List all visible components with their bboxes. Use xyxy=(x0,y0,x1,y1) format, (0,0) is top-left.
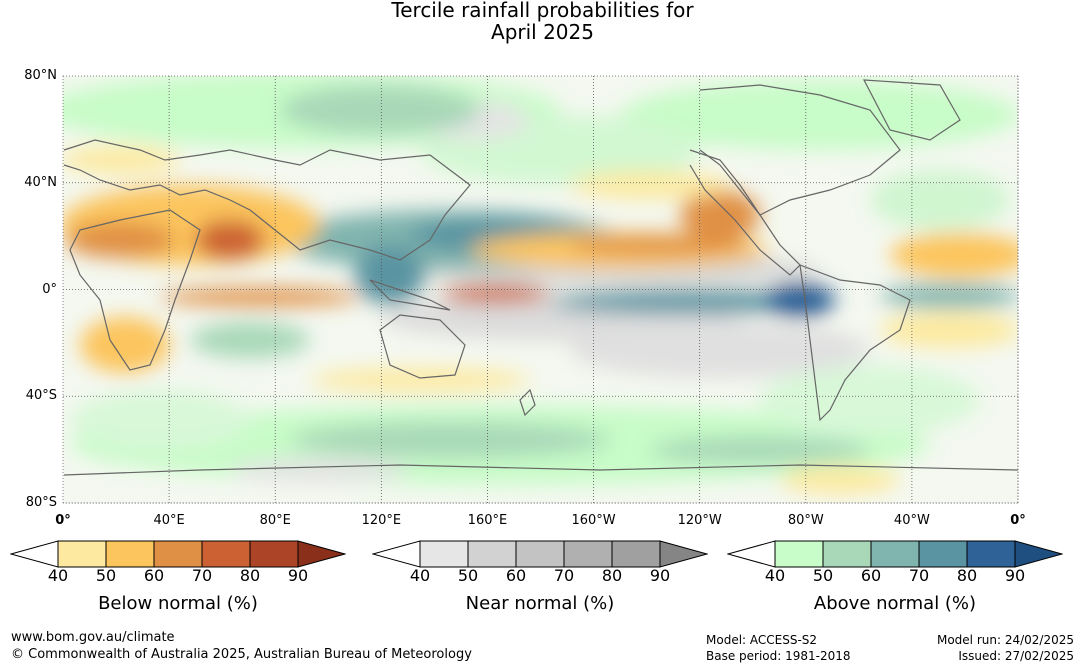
colorbar-segment xyxy=(515,540,565,568)
colorbar-swatches xyxy=(727,540,1063,568)
colorbar-segment xyxy=(966,540,1016,568)
colorbar-segment xyxy=(249,540,299,568)
colorbar-segment xyxy=(611,540,661,568)
latitude-label: 80°N xyxy=(24,68,57,83)
colorbar-tick-label: 80 xyxy=(956,566,978,585)
footer-website: www.bom.gov.au/climate xyxy=(11,630,175,645)
colorbar-low-triangle xyxy=(372,540,421,568)
longitude-label: 120°E xyxy=(361,513,402,528)
colorbar-tick-label: 90 xyxy=(287,566,309,585)
longitude-label: 160°E xyxy=(467,513,508,528)
colorbar-swatches xyxy=(372,540,708,568)
map-frame xyxy=(62,75,1019,504)
colorbar-tick-label: 40 xyxy=(409,566,431,585)
colorbar-segment xyxy=(774,540,824,568)
colorbar-tick-label: 90 xyxy=(649,566,671,585)
colorbar-segment xyxy=(419,540,469,568)
colorbar-tick-label: 60 xyxy=(505,566,527,585)
footer-model-run: Model run: 24/02/2025 xyxy=(936,633,1074,647)
colorbar-above-normal: 40 50 60 70 80 90 Above normal (%) xyxy=(727,540,1063,620)
rainfall-probability-map xyxy=(62,75,1019,504)
colorbar-tick-label: 40 xyxy=(764,566,786,585)
map-title-line-2: April 2025 xyxy=(491,20,594,44)
colorbar-title: Below normal (%) xyxy=(98,593,258,614)
longitude-label: 160°W xyxy=(571,513,616,528)
footer-issued: Issued: 27/02/2025 xyxy=(958,649,1074,663)
colorbar-tick-label: 90 xyxy=(1004,566,1026,585)
colorbar-title: Near normal (%) xyxy=(465,593,615,614)
longitude-label: 80°W xyxy=(787,513,824,528)
colorbar-high-triangle xyxy=(1014,540,1063,568)
colorbar-tick-label: 80 xyxy=(239,566,261,585)
colorbar-segment xyxy=(563,540,613,568)
footer-base-period: Base period: 1981-2018 xyxy=(706,649,851,663)
footer-copyright: © Commonwealth of Australia 2025, Austra… xyxy=(11,647,472,662)
colorbar-tick-label: 70 xyxy=(553,566,575,585)
colorbar-tick-label: 50 xyxy=(95,566,117,585)
colorbar-tick-label: 70 xyxy=(191,566,213,585)
longitude-label: 40°E xyxy=(153,513,185,528)
colorbar-segment xyxy=(201,540,251,568)
longitude-label: 80°E xyxy=(259,513,291,528)
colorbar-title: Above normal (%) xyxy=(813,593,977,614)
colorbar-tick-label: 50 xyxy=(457,566,479,585)
colorbar-segment xyxy=(822,540,872,568)
colorbar-tick-label: 80 xyxy=(601,566,623,585)
longitude-label: 120°W xyxy=(677,513,722,528)
colorbar-segment xyxy=(105,540,155,568)
colorbar-segment xyxy=(467,540,517,568)
colorbar-low-triangle xyxy=(727,540,776,568)
latitude-label: 40°S xyxy=(25,388,57,404)
latitude-label: 0° xyxy=(42,281,57,297)
colorbar-swatches xyxy=(10,540,346,568)
colorbar-below-normal: 40 50 60 70 80 90 Below normal (%) xyxy=(10,540,346,620)
colorbar-segment xyxy=(918,540,968,568)
colorbar-low-triangle xyxy=(10,540,59,568)
colorbar-near-normal: 40 50 60 70 80 90 Near normal (%) xyxy=(372,540,708,620)
colorbar-high-triangle xyxy=(659,540,708,568)
longitude-label: 0° xyxy=(1010,513,1026,528)
footer-model: Model: ACCESS-S2 xyxy=(706,633,818,647)
longitude-label: 0° xyxy=(55,513,71,528)
colorbar-high-triangle xyxy=(297,540,346,568)
colorbar-tick-label: 60 xyxy=(143,566,165,585)
colorbar-segment xyxy=(153,540,203,568)
colorbar-segment xyxy=(57,540,107,568)
probability-field xyxy=(63,76,1018,503)
longitude-label: 40°W xyxy=(893,513,930,528)
colorbar-tick-label: 60 xyxy=(860,566,882,585)
latitude-label: 80°S xyxy=(25,495,57,510)
latitude-label: 40°N xyxy=(24,174,57,190)
map-title-line-1: Tercile rainfall probabilities for xyxy=(391,0,694,22)
colorbar-tick-label: 70 xyxy=(908,566,930,585)
colorbar-segment xyxy=(870,540,920,568)
colorbar-tick-label: 50 xyxy=(812,566,834,585)
colorbar-tick-label: 40 xyxy=(47,566,69,585)
